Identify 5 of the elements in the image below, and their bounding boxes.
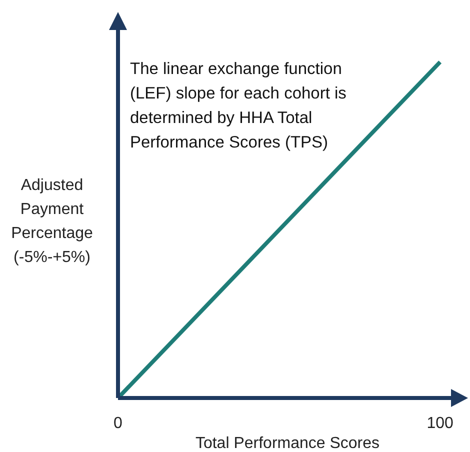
x-axis-title: Total Performance Scores	[195, 435, 380, 452]
x-tick-label: 100	[426, 415, 454, 432]
annotation: The linear exchange function (LEF) slope for each cohort is determined by HHA Total Performance Scores (TPS)	[130, 60, 346, 152]
x-tick-label: 0	[114, 415, 123, 432]
y-axis-title: Adjusted Payment Percentage (-5%-+5%)	[11, 177, 94, 266]
